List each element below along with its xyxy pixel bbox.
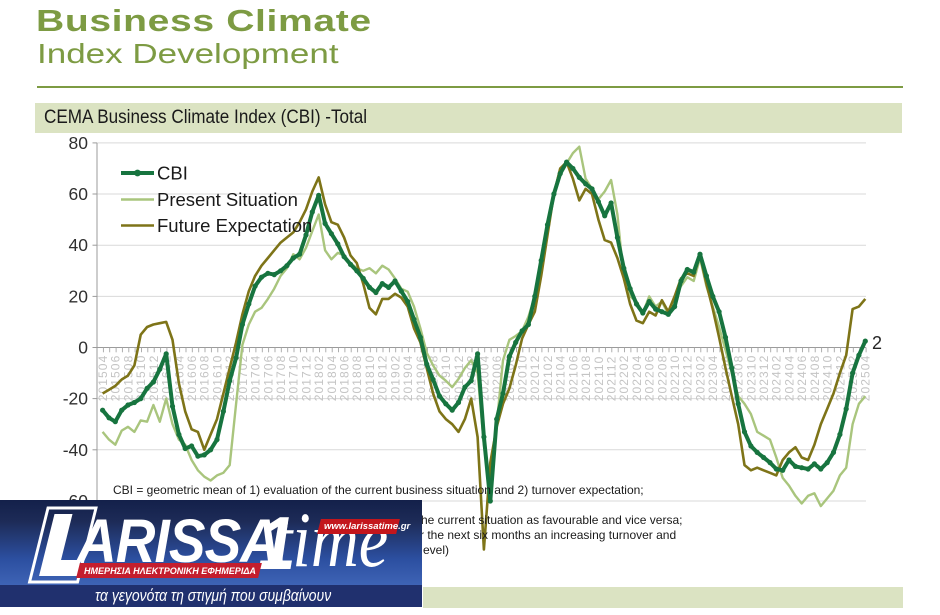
svg-text:201708: 201708 — [274, 355, 288, 402]
svg-text:201706: 201706 — [261, 355, 275, 402]
svg-text:202202: 202202 — [617, 355, 631, 402]
svg-text:202404: 202404 — [782, 355, 796, 402]
svg-text:202204: 202204 — [630, 355, 644, 402]
svg-text:-20: -20 — [63, 389, 89, 409]
svg-text:60: 60 — [69, 184, 89, 204]
svg-text:201810: 201810 — [363, 355, 377, 402]
svg-text:201508: 201508 — [121, 355, 135, 402]
svg-text:201710: 201710 — [287, 355, 301, 402]
svg-text:202012: 202012 — [528, 355, 542, 402]
svg-text:Present Situation: Present Situation — [157, 189, 298, 210]
svg-text:202206: 202206 — [643, 355, 657, 402]
svg-text:201802: 201802 — [312, 355, 326, 402]
svg-text:201804: 201804 — [325, 355, 339, 402]
svg-text:202412: 202412 — [833, 355, 847, 402]
svg-text:201712: 201712 — [299, 355, 313, 402]
svg-text:80: 80 — [69, 133, 89, 153]
svg-text:201504: 201504 — [96, 355, 110, 402]
svg-text:Future Expectation: Future Expectation — [157, 215, 312, 236]
svg-text:202402: 202402 — [770, 355, 784, 402]
svg-text:202304: 202304 — [706, 355, 720, 402]
svg-text:201506: 201506 — [109, 355, 123, 402]
svg-text:202106: 202106 — [566, 355, 580, 402]
svg-text:202212: 202212 — [681, 355, 695, 402]
svg-text:202410: 202410 — [821, 355, 835, 402]
svg-text:201610: 201610 — [210, 355, 224, 402]
svg-text:40: 40 — [69, 235, 89, 255]
svg-text:201704: 201704 — [249, 355, 263, 402]
svg-text:202102: 202102 — [541, 355, 555, 402]
svg-text:2: 2 — [872, 333, 882, 353]
svg-text:201906: 201906 — [414, 355, 428, 402]
svg-text:202010: 202010 — [516, 355, 530, 402]
svg-text:202208: 202208 — [655, 355, 669, 402]
svg-text:201808: 201808 — [350, 355, 364, 402]
svg-text:202110: 202110 — [592, 356, 606, 402]
svg-text:201608: 201608 — [198, 355, 212, 402]
svg-text:201606: 201606 — [185, 355, 199, 402]
svg-text:202302: 202302 — [693, 355, 707, 402]
svg-text:202406: 202406 — [795, 355, 809, 402]
svg-text:202310: 202310 — [744, 355, 758, 402]
svg-text:201904: 201904 — [401, 355, 415, 402]
svg-text:202108: 202108 — [579, 355, 593, 402]
svg-text:202408: 202408 — [808, 355, 822, 402]
svg-text:0: 0 — [78, 338, 88, 358]
svg-text:CBI: CBI — [157, 163, 188, 184]
svg-text:202104: 202104 — [554, 355, 568, 402]
svg-text:202210: 202210 — [668, 355, 682, 402]
svg-text:202312: 202312 — [757, 355, 771, 402]
svg-text:202112: 202112 — [605, 356, 619, 402]
svg-text:201806: 201806 — [338, 355, 352, 402]
svg-text:201902: 201902 — [388, 355, 402, 402]
svg-text:20: 20 — [69, 286, 89, 306]
svg-text:-40: -40 — [63, 440, 89, 460]
svg-text:201910: 201910 — [439, 355, 453, 402]
svg-text:202504: 202504 — [859, 355, 873, 402]
svg-text:201812: 201812 — [376, 355, 390, 402]
